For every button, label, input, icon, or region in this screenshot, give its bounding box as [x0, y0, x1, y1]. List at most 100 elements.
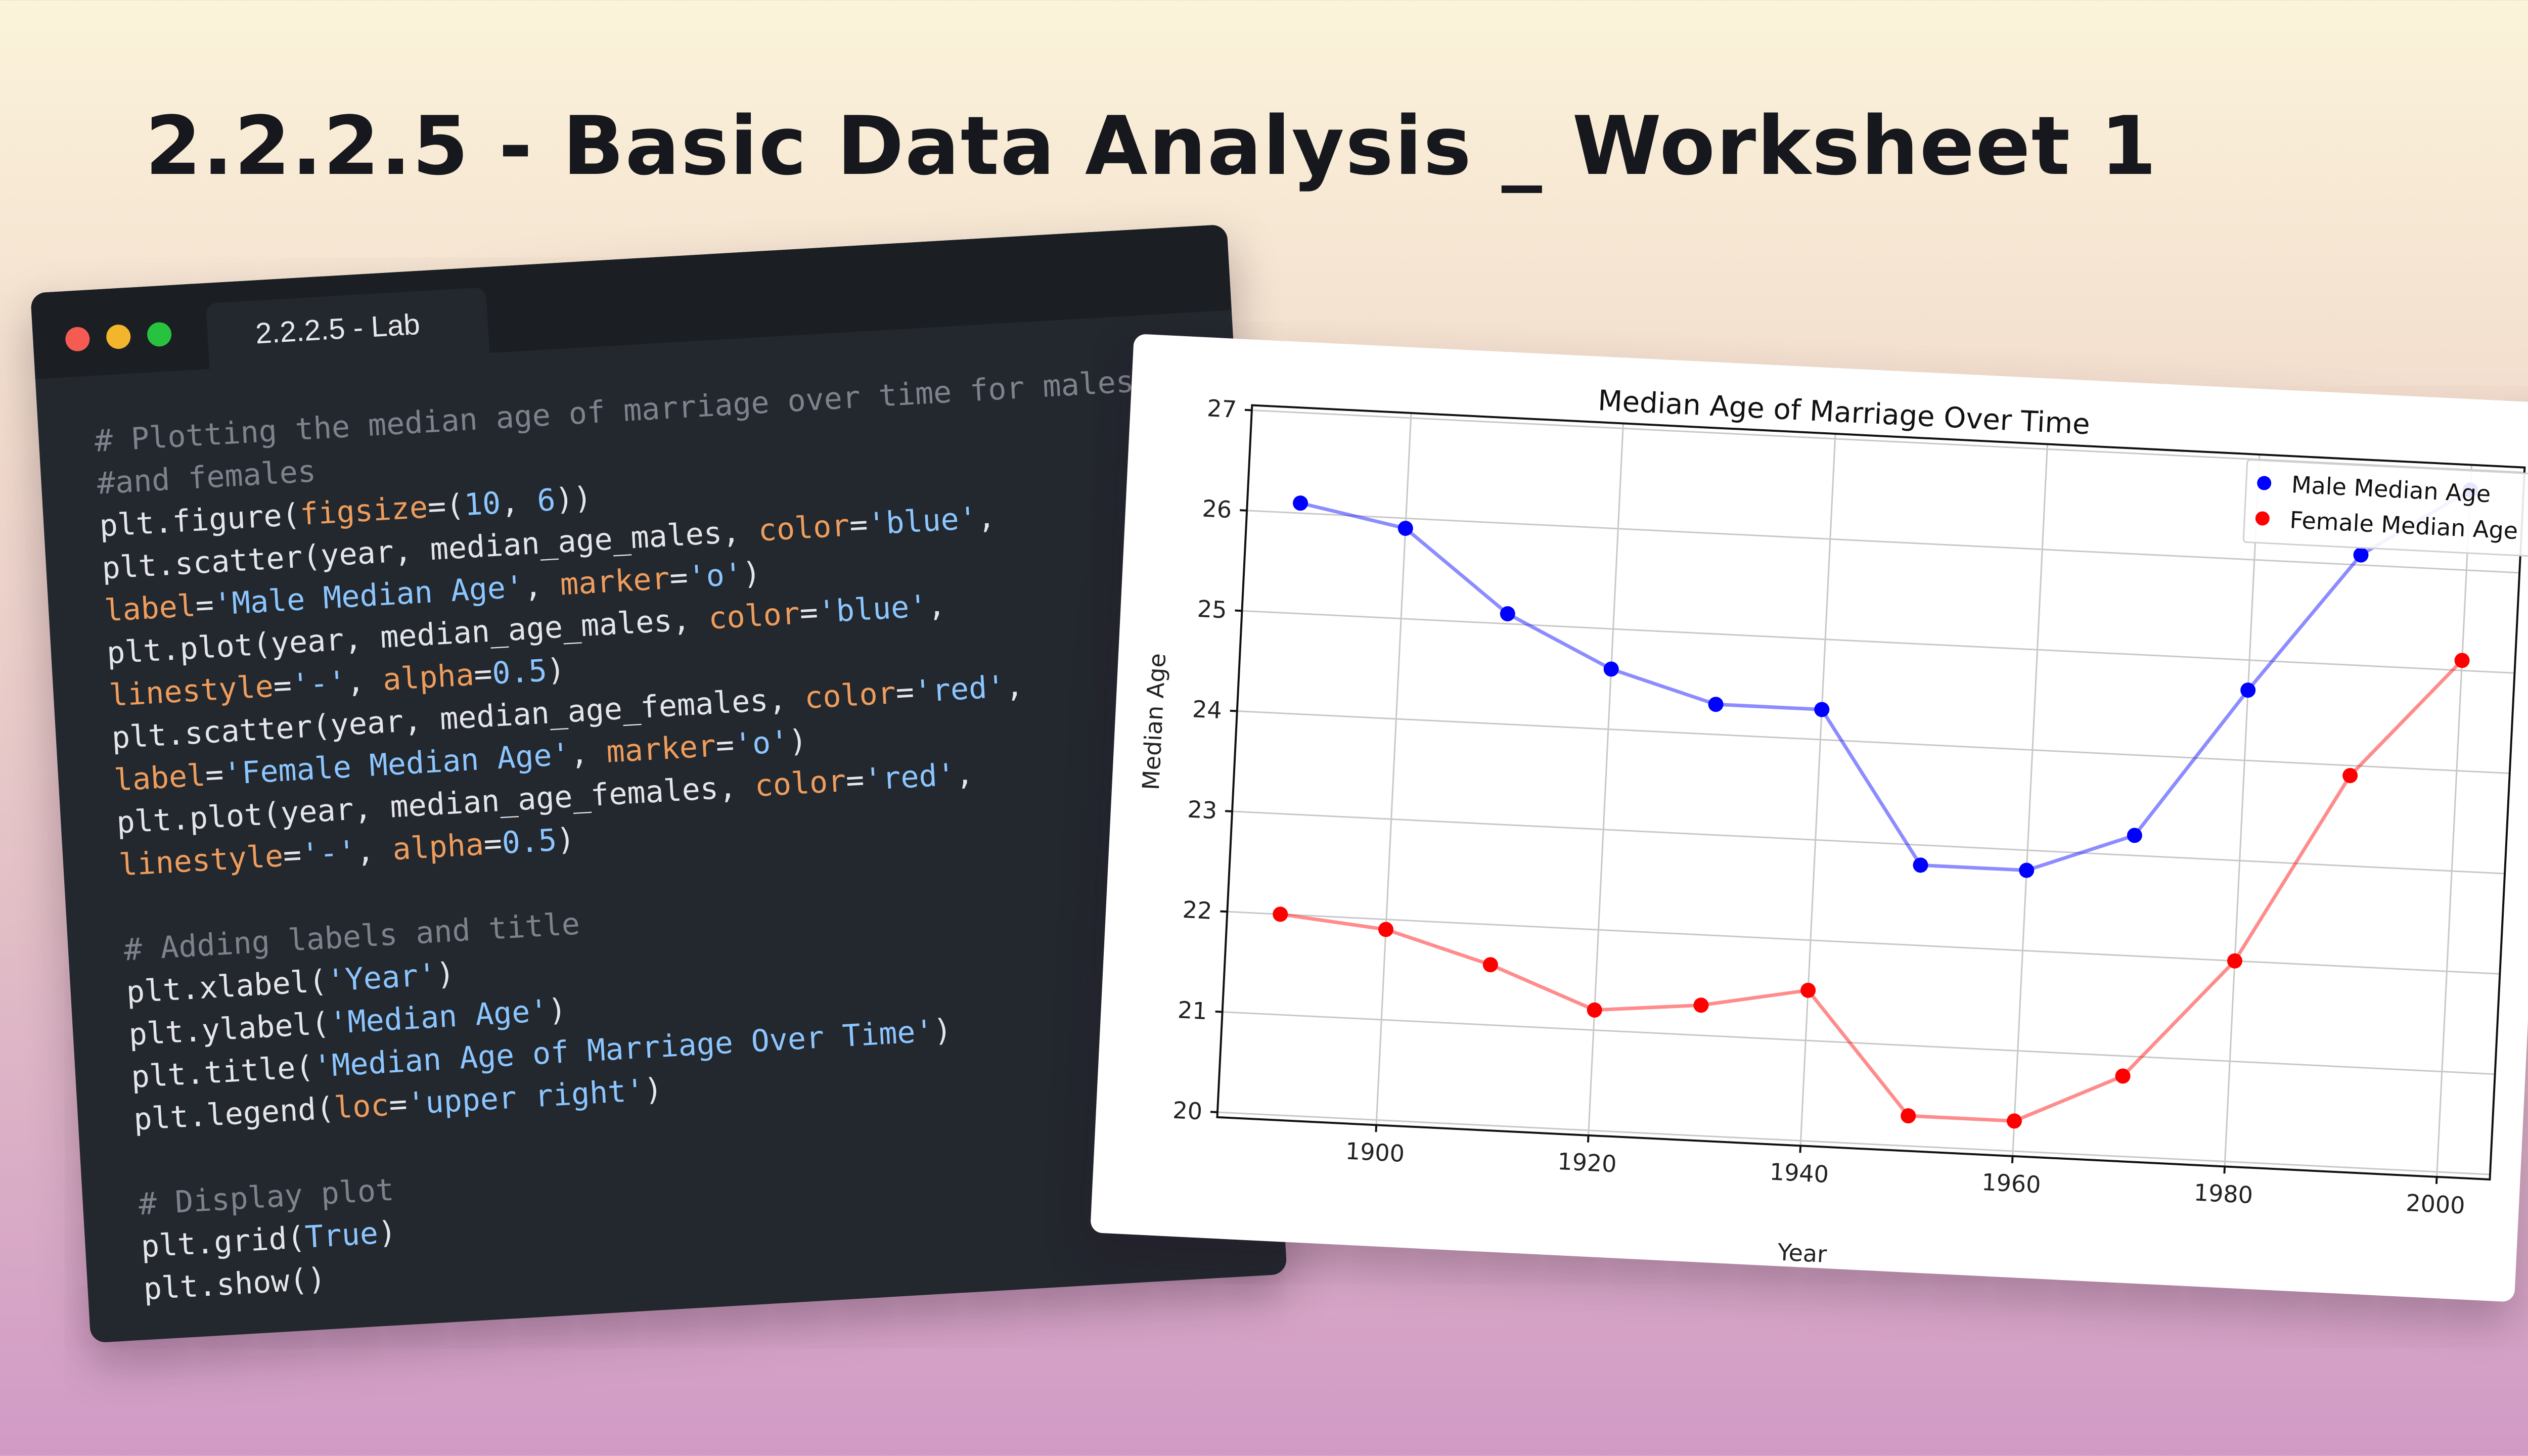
code-token: ): [643, 1071, 664, 1108]
y-tick-label: 21: [1177, 996, 1208, 1025]
data-point-male: [2127, 828, 2142, 843]
code-token: ,: [522, 567, 562, 605]
x-tick-label: 1960: [1981, 1168, 2042, 1199]
editor-tab[interactable]: 2.2.2.5 - Lab: [205, 287, 490, 369]
window-titlebar: 2.2.2.5 - Lab: [30, 224, 1232, 379]
code-block[interactable]: # Plotting the median age of marriage ov…: [94, 360, 1184, 1311]
code-token: ): [932, 1012, 953, 1049]
y-tick-label: 23: [1187, 796, 1217, 825]
data-point-female: [1901, 1108, 1916, 1124]
code-token: ,: [569, 734, 608, 772]
code-token: color: [803, 675, 897, 716]
code-token: =(: [426, 487, 466, 525]
maximize-window-dot[interactable]: [146, 322, 172, 347]
code-token: 'o': [687, 556, 744, 596]
code-token: color: [707, 596, 801, 636]
code-token: 'red': [863, 757, 957, 798]
x-tick: [1587, 1135, 1590, 1143]
data-point-male: [2240, 682, 2256, 698]
data-point-male: [1603, 661, 1619, 677]
code-token: loc: [333, 1087, 390, 1126]
code-token: 'blue': [817, 588, 929, 630]
grid-line-x: [2224, 454, 2261, 1167]
code-token: alpha: [382, 657, 475, 698]
code-token: figsize: [299, 489, 429, 532]
code-token: marker: [605, 728, 717, 770]
code-token: marker: [559, 561, 671, 603]
y-tick-label: 27: [1206, 394, 1237, 423]
legend-label-female: Female Median Age: [2289, 506, 2519, 545]
grid-line-y: [1247, 510, 2520, 574]
code-token: =: [282, 837, 303, 874]
code-token: plt.show(): [142, 1261, 327, 1307]
grid-line-x: [1375, 413, 1412, 1125]
code-token: ): [741, 555, 762, 592]
chart-legend: Male Median Age Female Median Age: [2242, 459, 2528, 558]
code-token: 0.5: [501, 822, 558, 861]
legend-label-male: Male Median Age: [2290, 471, 2492, 508]
data-point-male: [1397, 521, 1413, 536]
code-token: ): [788, 723, 808, 760]
code-token: ,: [500, 483, 538, 521]
grid-line-y: [1222, 1011, 2495, 1075]
code-token: 'blue': [867, 500, 978, 542]
data-point-male: [1500, 606, 1515, 622]
y-tick: [1240, 509, 1247, 512]
code-token: =: [714, 727, 735, 764]
code-token: ): [546, 652, 566, 689]
code-token: True: [304, 1215, 379, 1255]
code-token: '-': [300, 834, 357, 873]
data-point-male: [1293, 495, 1308, 511]
code-token: ): [377, 1214, 397, 1251]
y-tick-label: 24: [1192, 695, 1223, 724]
x-tick-label: 1980: [2193, 1178, 2254, 1209]
data-point-male: [1913, 857, 1928, 873]
x-tick: [2011, 1156, 2014, 1163]
code-token: ,: [926, 587, 947, 624]
y-tick: [1244, 408, 1252, 412]
legend-marker-female: [2255, 511, 2270, 526]
code-token: 10: [463, 485, 502, 523]
data-point-female: [1273, 906, 1288, 922]
code-token: label: [113, 757, 207, 798]
code-token: =: [482, 826, 503, 862]
data-point-female: [2115, 1068, 2131, 1084]
code-token: alpha: [391, 827, 485, 868]
code-token: ,: [345, 662, 384, 700]
y-tick-label: 20: [1172, 1097, 1203, 1125]
y-tick-label: 25: [1197, 595, 1228, 624]
close-window-dot[interactable]: [65, 326, 91, 352]
plot-frame: [1216, 404, 2526, 1181]
code-token: =: [848, 507, 869, 543]
code-token: )): [554, 480, 593, 518]
chart-card: 1900 1920 1940 1960 1980 2000 20 21 22 23 24 25 26 27…: [1090, 334, 2528, 1302]
data-point-female: [2006, 1113, 2022, 1129]
data-point-female: [1587, 1002, 1602, 1018]
code-token: plt.title(: [130, 1049, 315, 1096]
grid-line-x: [2436, 465, 2472, 1177]
grid-line-x: [1799, 433, 1836, 1146]
data-point-male: [2353, 547, 2369, 563]
data-point-female: [2342, 768, 2358, 784]
data-point-female: [1378, 922, 1394, 937]
grid-line-y: [1232, 810, 2505, 875]
code-token: ,: [355, 832, 394, 870]
code-token: '-': [290, 664, 347, 703]
code-token: plt.legend(: [132, 1090, 336, 1138]
data-point-male: [2019, 862, 2035, 878]
data-point-female: [1693, 997, 1709, 1013]
code-token: ,: [954, 756, 975, 793]
code-token: plt.ylabel(: [127, 1006, 331, 1053]
code-token: 'red': [913, 669, 1007, 710]
code-token: ,: [976, 499, 997, 536]
code-token: label: [103, 588, 197, 629]
code-token: color: [757, 508, 851, 549]
code-token: =: [388, 1086, 409, 1123]
x-tick-label: 1900: [1345, 1137, 1406, 1167]
minimize-window-dot[interactable]: [105, 324, 131, 350]
code-token: plt.grid(: [140, 1219, 306, 1265]
code-token: =: [894, 674, 915, 711]
code-token: 6: [536, 482, 557, 519]
y-tick-label: 26: [1201, 495, 1232, 524]
code-token: =: [668, 560, 689, 597]
